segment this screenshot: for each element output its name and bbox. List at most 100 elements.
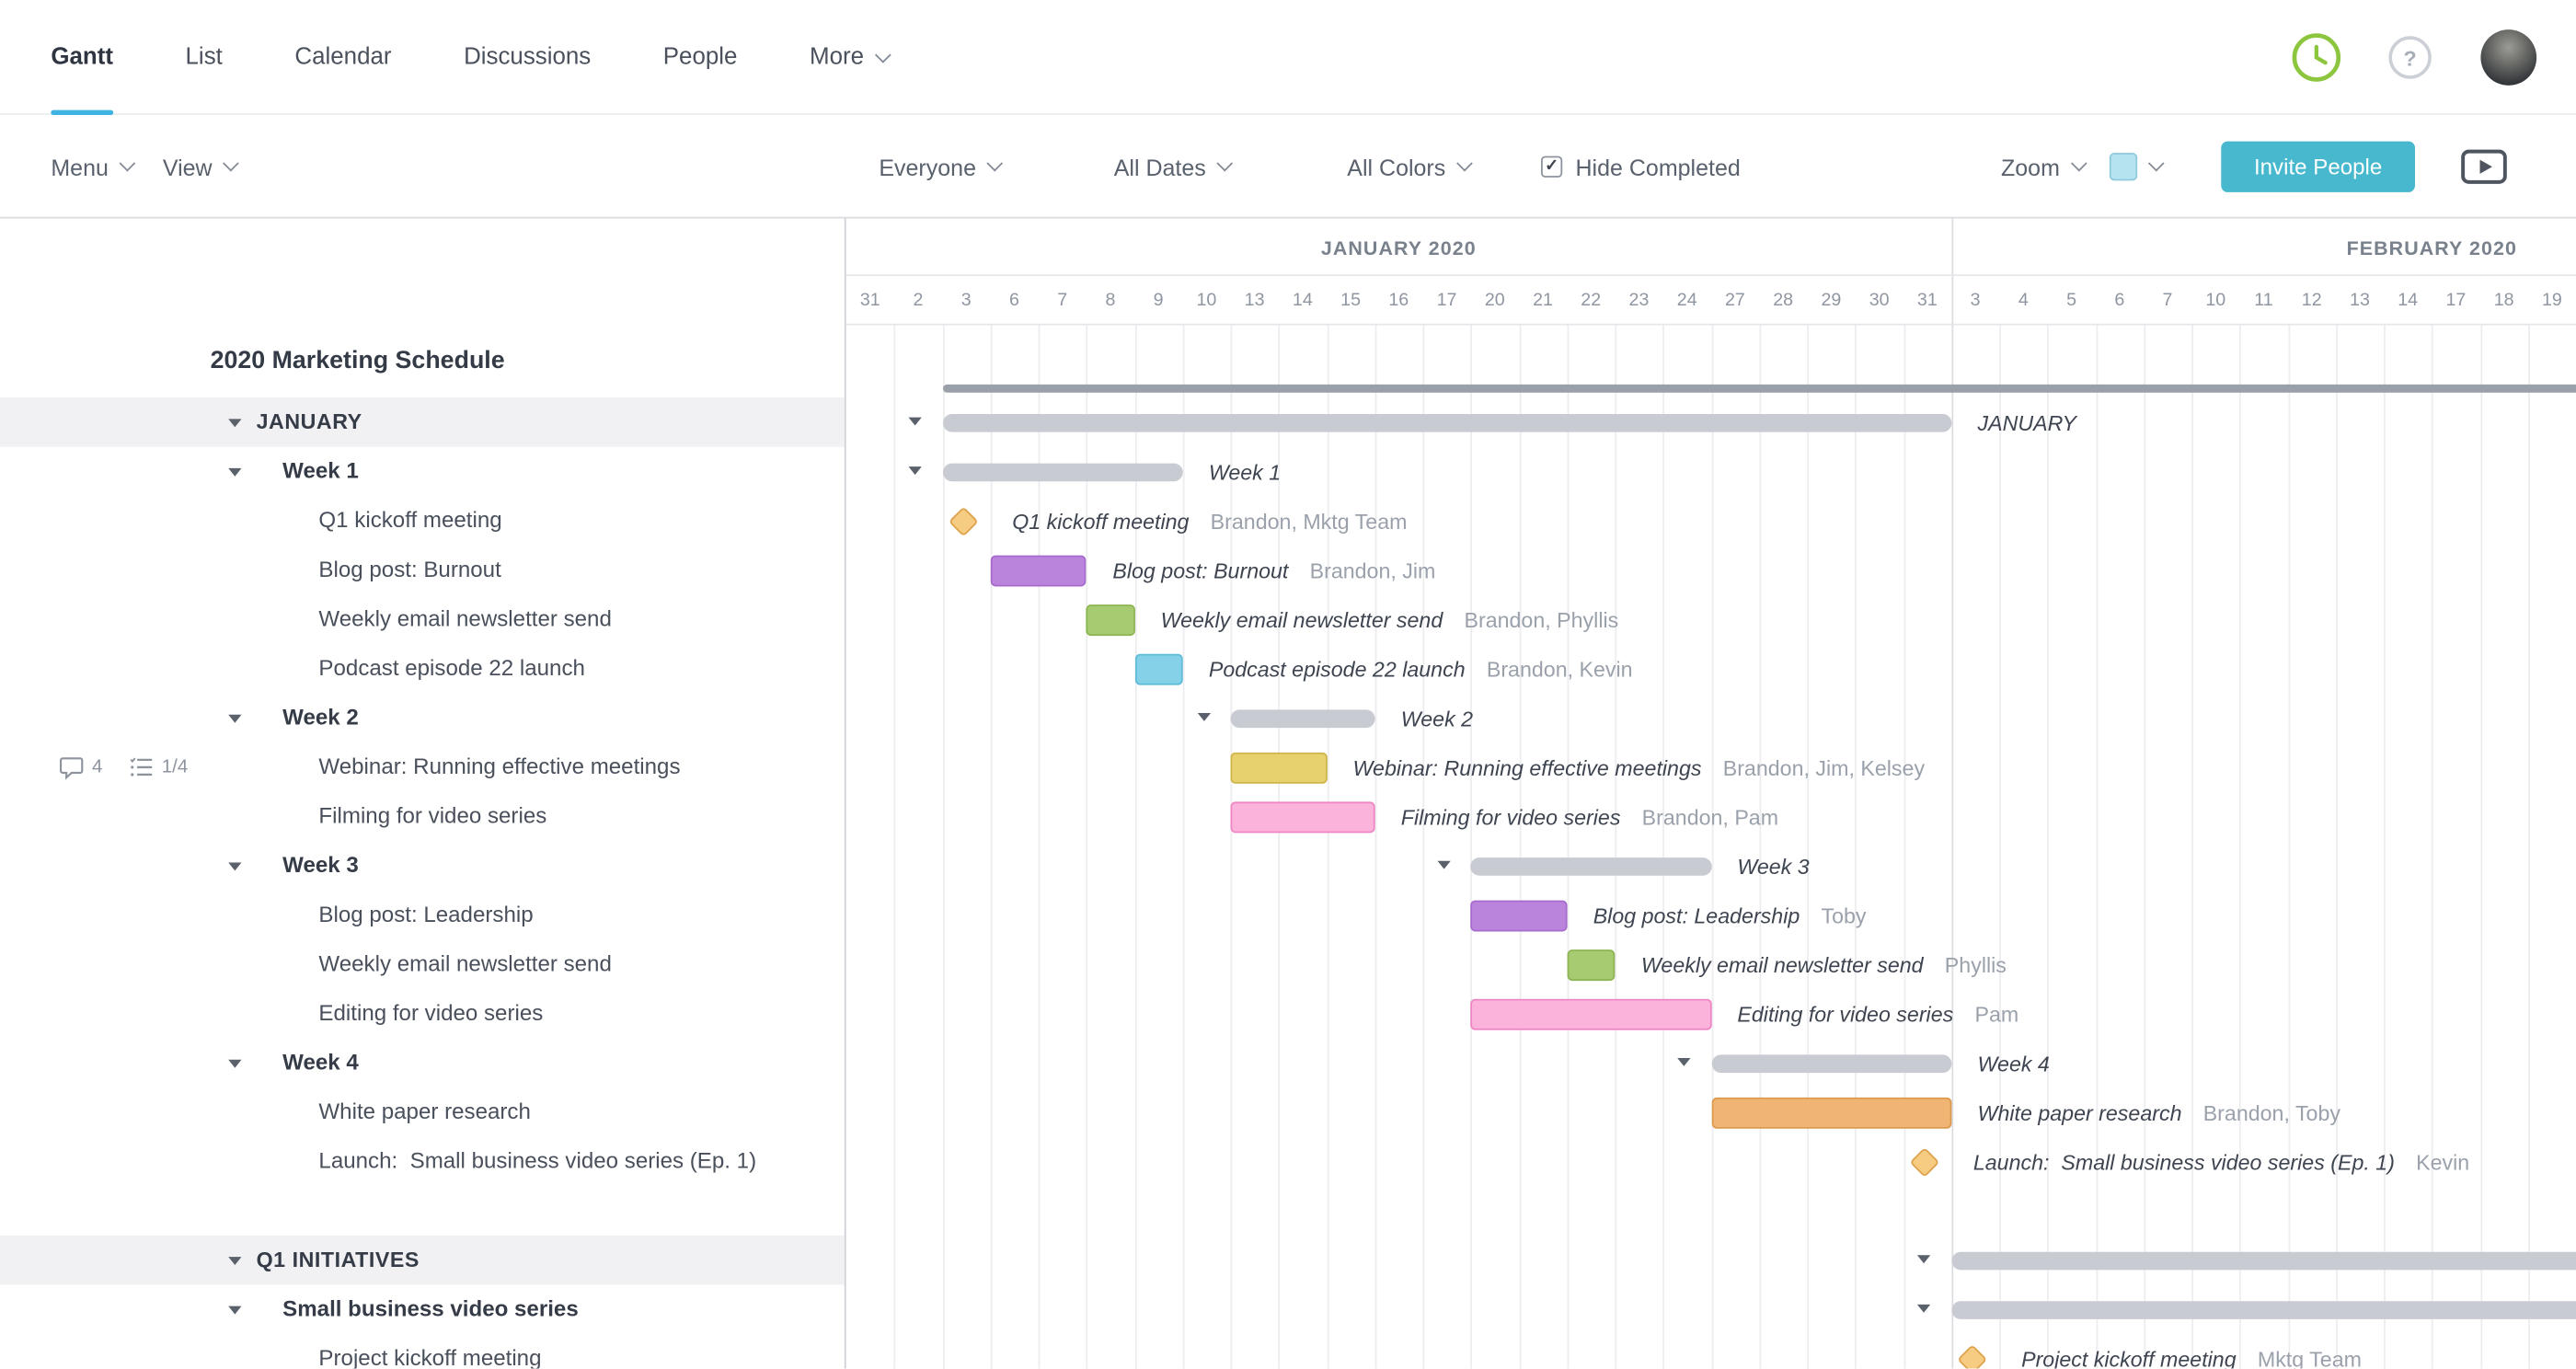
task-name[interactable]: Q1 INITIATIVES bbox=[256, 1247, 420, 1272]
collapse-caret-icon[interactable] bbox=[1677, 1057, 1691, 1066]
view-dropdown[interactable]: View bbox=[163, 154, 239, 180]
tab-label: Discussions bbox=[464, 44, 592, 71]
gridline bbox=[2191, 325, 2193, 1369]
tab-label: Calendar bbox=[294, 44, 392, 71]
chart-assignees: Brandon, Toby bbox=[2202, 1099, 2341, 1125]
invite-people-button[interactable]: Invite People bbox=[2221, 141, 2415, 192]
chevron-down-icon bbox=[2147, 155, 2165, 172]
collapse-caret-icon[interactable] bbox=[228, 1058, 242, 1067]
task-bar-pink[interactable] bbox=[1230, 800, 1375, 833]
tab-more[interactable]: More bbox=[810, 0, 891, 115]
summary-bar[interactable] bbox=[942, 413, 1951, 431]
summary-bar[interactable] bbox=[1470, 857, 1711, 875]
task-name[interactable]: Small business video series bbox=[282, 1295, 579, 1321]
project-title[interactable]: 2020 Marketing Schedule bbox=[210, 346, 505, 375]
milestone-diamond-icon[interactable] bbox=[1958, 1343, 1988, 1369]
collapse-caret-icon[interactable] bbox=[228, 1305, 242, 1314]
task-bar-pink[interactable] bbox=[1470, 997, 1711, 1030]
task-name[interactable]: Week 3 bbox=[282, 852, 359, 878]
day-label: 3 bbox=[1970, 291, 1981, 311]
task-name[interactable]: Editing for video series bbox=[318, 1000, 544, 1026]
task-name[interactable]: Week 4 bbox=[282, 1050, 359, 1075]
summary-bar[interactable] bbox=[1950, 1300, 2576, 1319]
chart-task-name: Week 2 bbox=[1400, 705, 1474, 731]
tree-row-task: Blog post: Burnout bbox=[0, 546, 845, 595]
hide-completed-toggle[interactable]: Hide Completed bbox=[1540, 115, 1741, 218]
chart-row-labels: Q1 kickoff meeting Brandon, Mktg Team bbox=[1012, 496, 1407, 546]
tab-list[interactable]: List bbox=[186, 0, 223, 115]
summary-bar[interactable] bbox=[1230, 708, 1375, 728]
task-bar-green[interactable] bbox=[1086, 604, 1135, 636]
checklist-progress: 1/4 bbox=[161, 757, 189, 777]
tab-calendar[interactable]: Calendar bbox=[294, 0, 391, 115]
collapse-caret-icon[interactable] bbox=[228, 861, 242, 870]
task-name[interactable]: Weekly email newsletter send bbox=[318, 950, 612, 976]
summary-bar[interactable] bbox=[1710, 1053, 1951, 1073]
comments-indicator[interactable]: 4 bbox=[59, 755, 102, 780]
task-bar-yellow[interactable] bbox=[1230, 751, 1327, 783]
day-label: 31 bbox=[859, 291, 880, 311]
help-icon[interactable]: ? bbox=[2388, 36, 2432, 79]
avatar[interactable] bbox=[2480, 29, 2537, 86]
task-name[interactable]: Week 2 bbox=[282, 705, 359, 730]
time-tracking-clock-icon[interactable] bbox=[2292, 33, 2341, 83]
collapse-caret-icon[interactable] bbox=[228, 1256, 242, 1265]
month-label-text: FEBRUARY 2020 bbox=[2346, 236, 2518, 259]
tab-people[interactable]: People bbox=[663, 0, 738, 115]
task-name[interactable]: Blog post: Burnout bbox=[318, 557, 501, 582]
video-tutorial-icon[interactable] bbox=[2461, 115, 2507, 218]
collapse-caret-icon[interactable] bbox=[1437, 860, 1451, 869]
milestone-diamond-icon[interactable] bbox=[1909, 1146, 1940, 1177]
summary-bar[interactable] bbox=[1950, 1250, 2576, 1270]
task-name[interactable]: White paper research bbox=[318, 1099, 531, 1124]
dates-filter-dropdown[interactable]: All Dates bbox=[1114, 115, 1234, 218]
collapse-caret-icon[interactable] bbox=[908, 417, 922, 426]
collapse-caret-icon[interactable] bbox=[228, 467, 242, 476]
tree-row-task: Weekly email newsletter send bbox=[0, 594, 845, 644]
checklist-indicator[interactable]: 1/4 bbox=[131, 755, 188, 778]
gridline bbox=[1470, 325, 1473, 1369]
gridline bbox=[1710, 325, 1713, 1369]
gantt-content: JANUARY Week 1 Q1 kickoff meeting Brandon, … bbox=[0, 218, 2576, 1369]
task-name[interactable]: JANUARY bbox=[256, 408, 362, 434]
task-bar-cyan[interactable] bbox=[1134, 652, 1183, 684]
milestone-diamond-icon[interactable] bbox=[949, 505, 979, 536]
collapse-caret-icon[interactable] bbox=[1917, 1304, 1931, 1313]
task-name[interactable]: Week 1 bbox=[282, 458, 359, 483]
gridline bbox=[1903, 325, 1905, 1369]
colors-filter-dropdown[interactable]: All Colors bbox=[1347, 115, 1473, 218]
chart-task-name: Week 4 bbox=[1977, 1050, 2050, 1076]
month-header-row: JANUARY 2020 FEBRUARY 2020 bbox=[845, 218, 2576, 276]
collapse-caret-icon[interactable] bbox=[1917, 1255, 1931, 1264]
zoom-dropdown[interactable]: Zoom bbox=[2001, 115, 2087, 218]
tab-gantt[interactable]: Gantt bbox=[51, 0, 113, 115]
collapse-caret-icon[interactable] bbox=[1196, 712, 1211, 721]
summary-bar[interactable] bbox=[942, 462, 1183, 481]
toolbar-left: Menu View bbox=[51, 115, 239, 218]
tab-discussions[interactable]: Discussions bbox=[464, 0, 591, 115]
task-bar-green[interactable] bbox=[1567, 949, 1616, 981]
chart-row-labels: Week 3 bbox=[1737, 841, 1809, 891]
task-bar-purple[interactable] bbox=[1470, 899, 1568, 931]
collapse-caret-icon[interactable] bbox=[908, 466, 922, 476]
task-name[interactable]: Blog post: Leadership bbox=[318, 902, 534, 927]
task-name[interactable]: Weekly email newsletter send bbox=[318, 605, 612, 631]
color-swatch-dropdown[interactable] bbox=[2109, 115, 2165, 218]
chart-row-labels: Weekly email newsletter send Brandon, Phy… bbox=[1161, 594, 1619, 644]
task-name[interactable]: Project kickoff meeting bbox=[318, 1345, 542, 1369]
chart-assignees: Brandon, Phyllis bbox=[1464, 606, 1619, 632]
collapse-caret-icon[interactable] bbox=[228, 713, 242, 722]
task-name[interactable]: Filming for video series bbox=[318, 803, 547, 828]
task-name[interactable]: Webinar: Running effective meetings bbox=[318, 754, 681, 779]
task-bar-orange[interactable] bbox=[1710, 1096, 1951, 1128]
collapse-caret-icon[interactable] bbox=[228, 418, 242, 427]
people-filter-dropdown[interactable]: Everyone bbox=[879, 115, 1004, 218]
task-name[interactable]: Q1 kickoff meeting bbox=[318, 507, 502, 533]
gridline bbox=[2239, 325, 2242, 1369]
menu-dropdown[interactable]: Menu bbox=[51, 154, 136, 180]
task-name[interactable]: Podcast episode 22 launch bbox=[318, 655, 585, 681]
chart-assignees: Brandon, Jim bbox=[1309, 558, 1436, 583]
task-bar-purple[interactable] bbox=[990, 554, 1087, 586]
task-name[interactable]: Launch: Small business video series (Ep.… bbox=[318, 1148, 757, 1173]
chevron-down-icon bbox=[986, 155, 1004, 172]
